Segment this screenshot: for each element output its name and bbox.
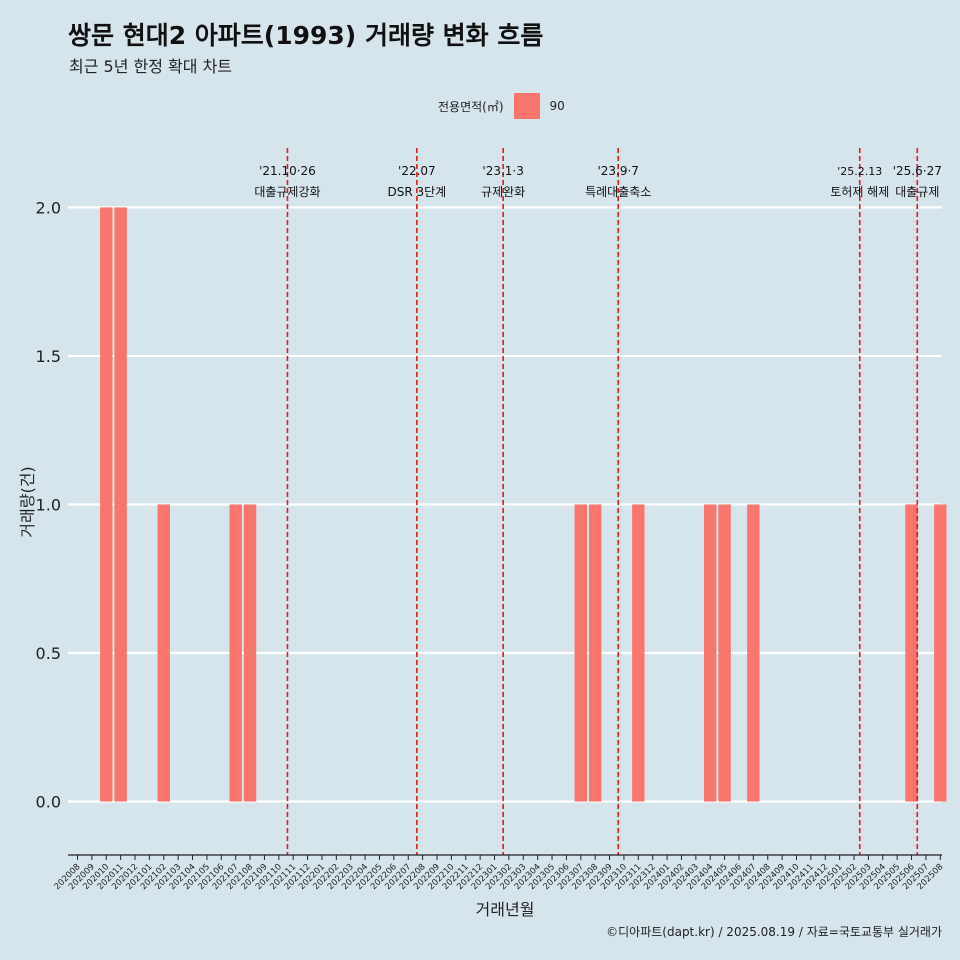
legend-entry-label: 90	[549, 99, 565, 113]
event-name-label: 규제완화	[481, 185, 525, 199]
bar	[100, 207, 113, 802]
bar	[718, 504, 731, 802]
y-tick-label: 1.5	[36, 347, 61, 366]
bar	[157, 504, 170, 802]
bar	[588, 504, 602, 802]
y-tick-label: 0.0	[36, 793, 61, 812]
event-name-label: DSR 3단계	[388, 185, 447, 199]
x-axis-title: 거래년월	[476, 900, 535, 919]
event-date-label: '22.07	[398, 164, 436, 178]
legend-swatch	[513, 93, 540, 119]
chart-title: 쌍문 현대2 아파트(1993) 거래량 변화 흐름	[68, 21, 544, 50]
bars	[100, 207, 947, 802]
bar	[704, 504, 717, 802]
y-tick-label: 2.0	[36, 198, 61, 217]
event-date-label: '23.9·7	[597, 164, 638, 178]
y-axis-title: 거래량(건)	[18, 466, 37, 537]
axes: 0.00.51.01.52.02020082020092020102020112…	[18, 198, 945, 919]
bar	[243, 504, 257, 802]
event-markers: '21.10·26 대출규제강화 '22.07 DSR 3단계 '23.1·3 규제완화 '…	[254, 148, 942, 855]
bar	[229, 504, 242, 802]
event-date-label: '21.10·26	[259, 164, 316, 178]
event-name-label: 토허제 해제	[830, 185, 889, 199]
event-name-label: 대출규제	[895, 185, 939, 199]
gridlines	[68, 206, 942, 803]
event-date-label: '25.2.13	[837, 165, 882, 178]
source-caption: ©디아파트(dapt.kr) / 2025.08.19 / 자료=국토교통부 실…	[606, 925, 942, 939]
event-name-label: 대출규제강화	[254, 185, 320, 199]
bar	[632, 504, 645, 802]
legend: 전용면적(㎡) 90	[438, 93, 565, 119]
legend-title: 전용면적(㎡)	[438, 99, 504, 114]
bar	[905, 504, 918, 802]
bar	[934, 504, 947, 802]
event-date-label: '25.6·27	[893, 164, 942, 178]
chart-subtitle: 최근 5년 한정 확대 차트	[69, 57, 233, 76]
event-date-label: '23.1·3	[482, 164, 523, 178]
y-tick-label: 0.5	[36, 644, 61, 663]
bar	[747, 504, 760, 802]
bar	[114, 207, 127, 802]
event-name-label: 특례대출축소	[585, 185, 651, 199]
y-tick-label: 1.0	[36, 495, 61, 514]
bar	[574, 504, 587, 802]
